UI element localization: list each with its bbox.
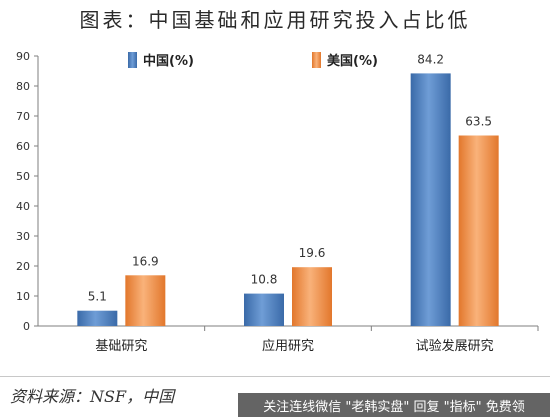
watermark-banner: 关注连线微信 "老韩实盘" 回复 "指标" 免费领 xyxy=(238,393,550,417)
bar-us xyxy=(292,267,332,326)
legend-swatch-china xyxy=(128,51,137,68)
bar-china xyxy=(410,73,451,327)
x-tick-label: 基础研究 xyxy=(95,339,147,354)
y-tick-label: 20 xyxy=(16,260,30,273)
axes: 0 10 20 30 40 50 60 70 80 90 基础研究 应用研究 试验发展研究 xyxy=(16,50,539,354)
legend-item-china: 中国(%) xyxy=(128,50,194,69)
data-label: 63.5 xyxy=(465,115,492,129)
source-note: 资料来源：NSF，中国 xyxy=(0,376,550,417)
x-tick-label: 试验发展研究 xyxy=(416,338,494,354)
chart-title: 图表：中国基础和应用研究投入占比低 xyxy=(79,7,471,32)
y-tick-label: 80 xyxy=(16,80,30,93)
source-text: 资料来源：NSF，中国 xyxy=(10,387,175,406)
bar-chart: 0 10 20 30 40 50 60 70 80 90 基础研究 应用研究 试验发展研究 5.1 16.… xyxy=(16,50,539,354)
watermark-text: 关注连线微信 "老韩实盘" 回复 "指标" 免费领 xyxy=(263,399,525,415)
legend: 中国(%) 美国(%) xyxy=(0,50,550,70)
y-tick-label: 0 xyxy=(23,320,30,333)
y-tick-label: 30 xyxy=(16,230,30,243)
legend-swatch-us xyxy=(312,51,321,68)
data-label: 19.6 xyxy=(299,246,326,260)
y-tick-label: 10 xyxy=(16,290,30,303)
y-tick-label: 40 xyxy=(16,200,30,213)
y-tick-label: 70 xyxy=(16,110,30,123)
data-label: 84.2 xyxy=(417,52,444,66)
bar-us xyxy=(458,135,499,326)
y-tick-label: 60 xyxy=(16,140,30,153)
data-labels: 5.1 16.9 10.8 19.6 84.2 63.5 xyxy=(88,52,492,303)
legend-label-china: 中国(%) xyxy=(143,54,194,69)
data-label: 5.1 xyxy=(88,290,107,304)
y-tick-label: 50 xyxy=(16,170,30,183)
data-label: 16.9 xyxy=(132,254,159,268)
bars xyxy=(77,73,499,327)
legend-label-us: 美国(%) xyxy=(327,54,378,69)
legend-item-us: 美国(%) xyxy=(312,50,378,69)
data-label: 10.8 xyxy=(251,273,278,287)
bar-china xyxy=(244,293,284,326)
bar-china xyxy=(77,310,118,326)
title-band: 图表：中国基础和应用研究投入占比低 xyxy=(0,0,550,36)
x-tick-label: 应用研究 xyxy=(262,338,314,354)
bar-us xyxy=(125,275,166,326)
y-tick-label: 90 xyxy=(16,50,30,63)
